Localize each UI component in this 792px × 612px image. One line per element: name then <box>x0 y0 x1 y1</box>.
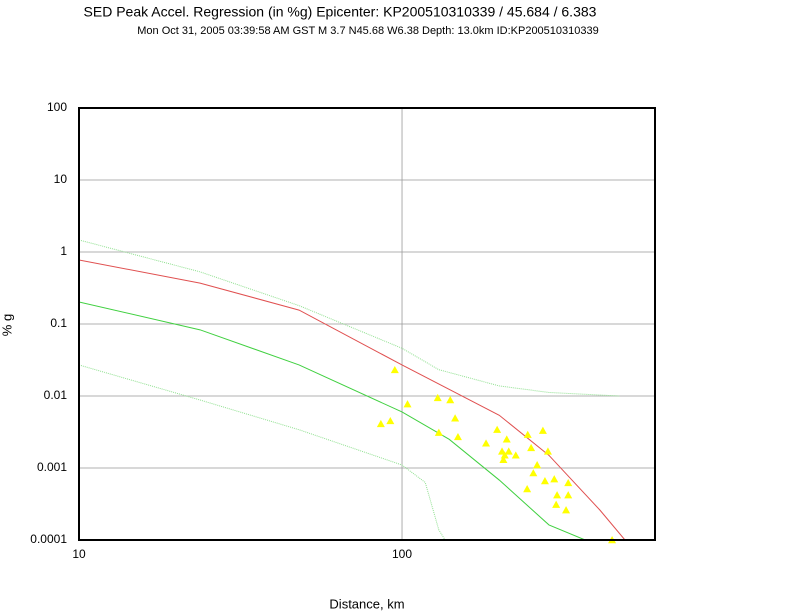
data-point <box>499 455 508 463</box>
data-point <box>533 461 542 469</box>
y-tick-label: 0.1 <box>50 316 67 330</box>
data-point <box>502 435 511 443</box>
y-tick-label: 1 <box>60 244 67 258</box>
x-tick-label: 100 <box>392 547 412 561</box>
x-axis-label: Distance, km <box>329 596 404 611</box>
data-point <box>523 430 532 438</box>
data-point <box>552 500 561 508</box>
y-tick-label: 0.01 <box>44 388 68 402</box>
data-point <box>511 451 520 459</box>
regression-line <box>79 239 620 397</box>
data-point <box>433 393 442 402</box>
x-tick-label: 10 <box>72 547 86 561</box>
data-point <box>550 475 559 483</box>
regression-line <box>79 364 446 540</box>
data-point <box>527 443 536 452</box>
regression-line <box>79 259 626 540</box>
regression-line <box>79 301 586 540</box>
data-point <box>376 419 385 428</box>
y-tick-label: 0.0001 <box>30 532 67 546</box>
data-point <box>434 428 443 436</box>
data-point <box>453 432 462 441</box>
data-point <box>553 491 562 499</box>
y-tick-label: 100 <box>47 100 67 114</box>
data-point <box>386 416 395 425</box>
data-point <box>482 439 491 447</box>
plot-frame <box>78 107 656 541</box>
data-point <box>403 400 412 408</box>
data-point <box>529 469 538 477</box>
data-point <box>543 447 552 455</box>
chart-subtitle: Mon Oct 31, 2005 03:39:58 AM GST M 3.7 N… <box>137 25 598 37</box>
data-point <box>523 485 532 493</box>
data-point <box>446 395 455 404</box>
data-point <box>562 506 571 514</box>
data-point <box>493 425 502 433</box>
data-point <box>390 365 399 374</box>
data-point <box>540 476 549 485</box>
y-tick-label: 10 <box>54 172 68 186</box>
data-point <box>564 478 573 487</box>
y-tick-label: 0.001 <box>37 460 67 474</box>
chart-title: SED Peak Accel. Regression (in %g) Epice… <box>84 4 597 20</box>
data-point <box>538 426 547 434</box>
y-axis-label: % g <box>0 314 14 336</box>
data-point <box>451 414 460 422</box>
data-point <box>504 447 513 455</box>
data-point <box>564 491 573 499</box>
data-point <box>500 451 509 459</box>
